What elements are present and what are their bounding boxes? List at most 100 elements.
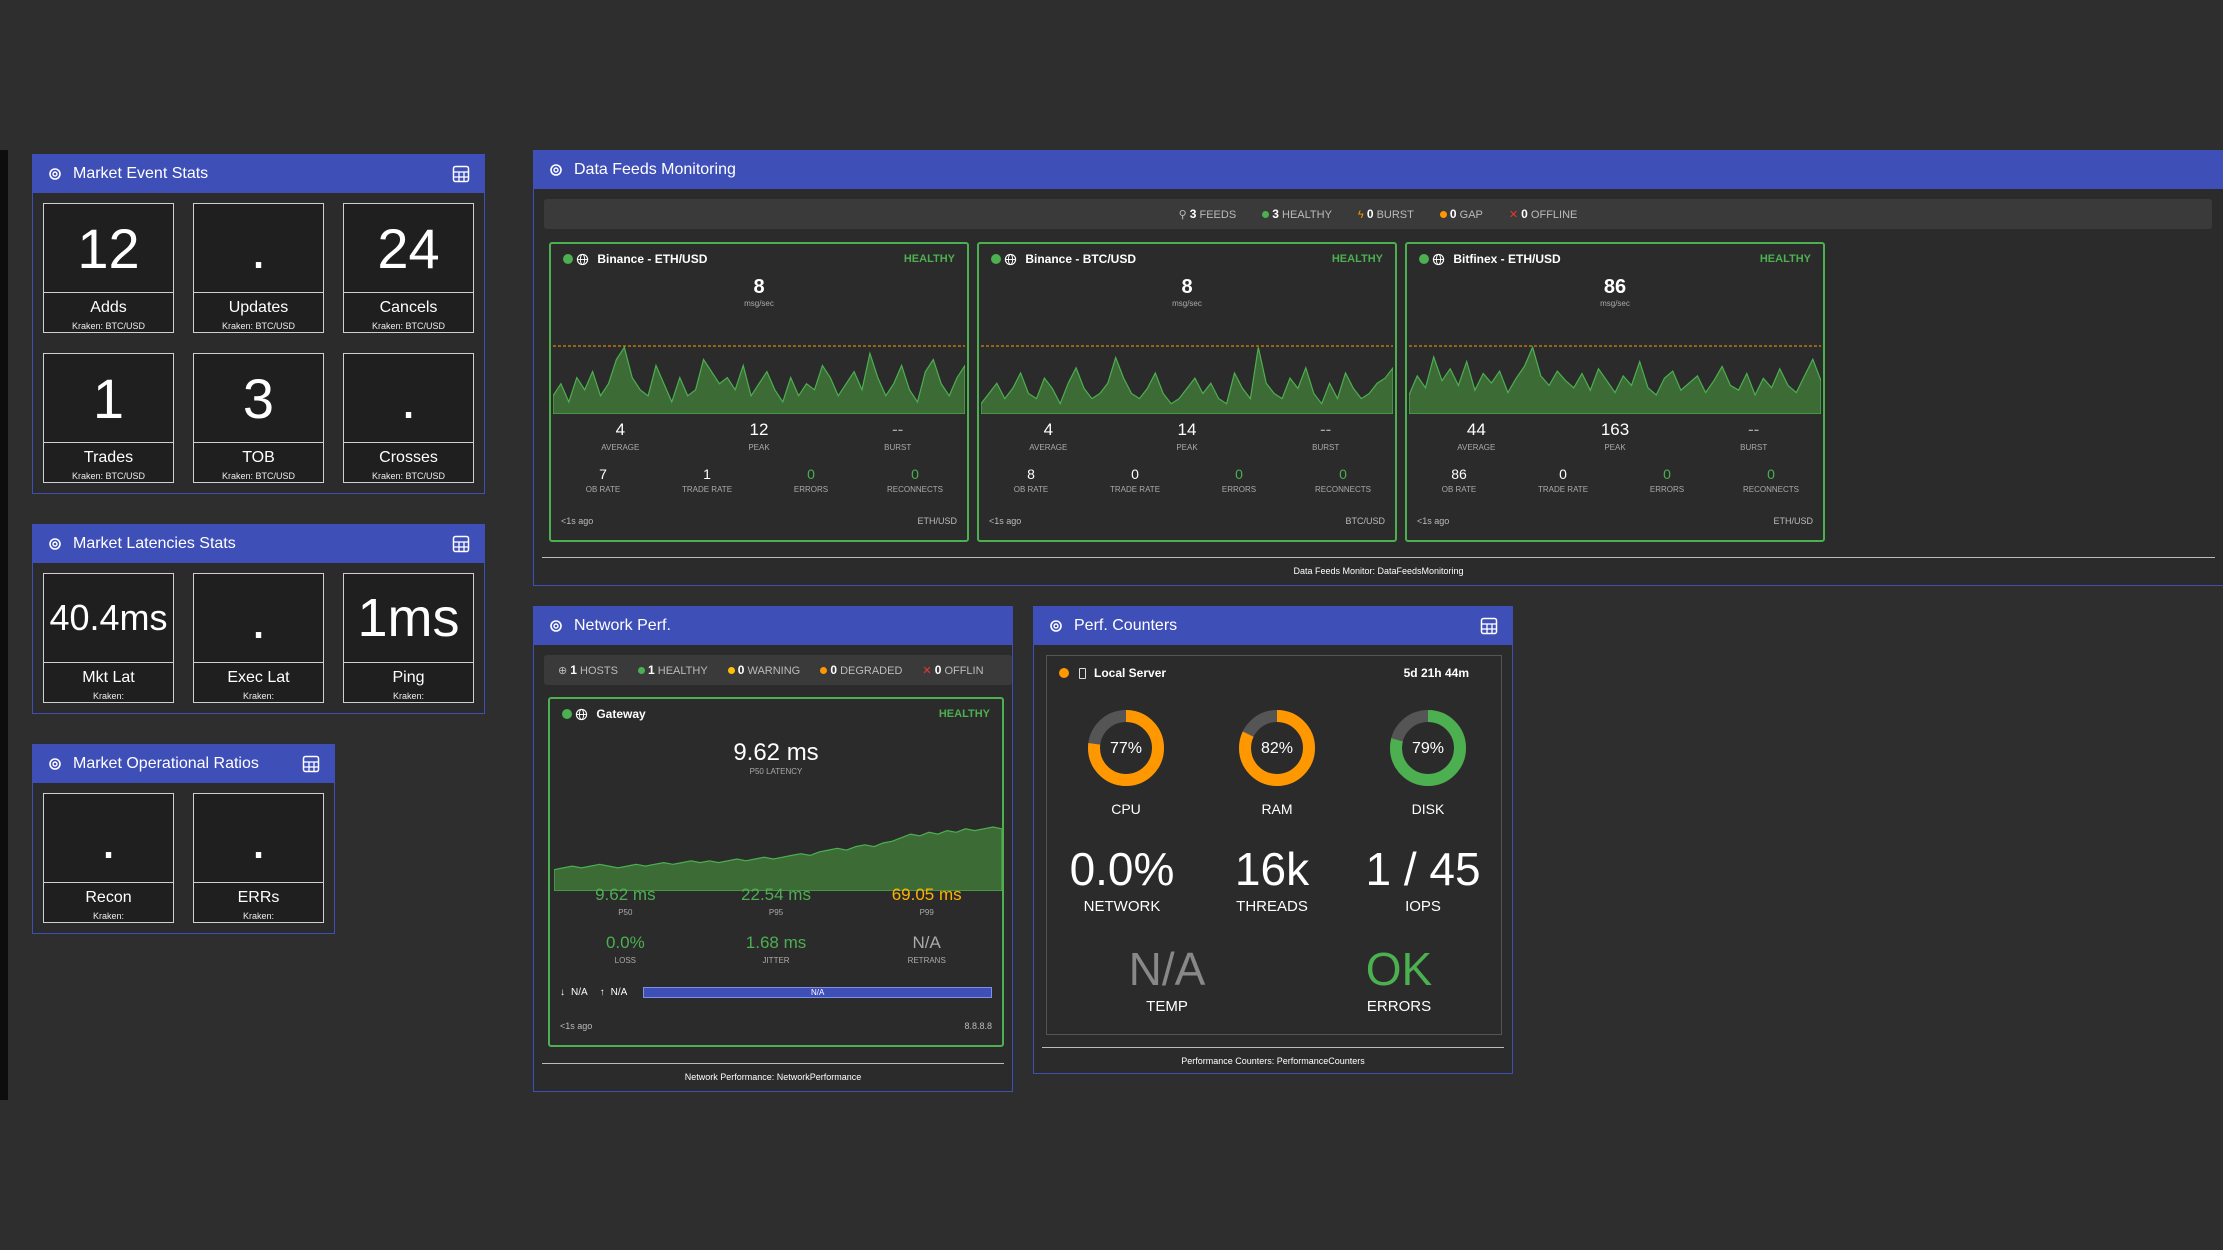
- server-icon: [1079, 667, 1086, 679]
- left-edge-bar: [0, 150, 8, 1100]
- loss-value: 0.0%: [605, 933, 645, 952]
- stat-value: 24: [377, 216, 440, 280]
- gap-count: 0 GAP: [1439, 207, 1483, 221]
- table-view-icon[interactable]: [1480, 617, 1498, 635]
- stat-label: Crosses: [379, 449, 438, 466]
- burst-value: --: [1748, 420, 1760, 439]
- throughput-bar-label: N/A: [811, 988, 825, 997]
- feed-rate-chart: [1409, 345, 1821, 414]
- host-footer: <1s ago 8.8.8.8: [560, 1021, 992, 1031]
- feed-rate: 8: [1181, 276, 1193, 298]
- gear-icon[interactable]: [47, 536, 63, 552]
- feed-card-1[interactable]: Binance - BTC/USD HEALTHY 8 msg/sec 4 AVER…: [977, 242, 1397, 542]
- gear-icon[interactable]: [548, 162, 564, 178]
- stat-tile-exec-lat[interactable]: . Exec Lat Kraken:: [193, 573, 324, 703]
- donut-fill: [1088, 710, 1164, 786]
- stat-value: 40.4ms: [49, 597, 168, 638]
- stat-tile-recon[interactable]: . Recon Kraken:: [43, 793, 174, 923]
- server-card[interactable]: Local Server 5d 21h 44m 77% CPU 82% RAM …: [1046, 655, 1502, 1035]
- ob-rate-value: 86: [1451, 466, 1467, 482]
- burst-value: --: [892, 420, 904, 439]
- feed-rate: 86: [1603, 276, 1627, 298]
- stat-source: Kraken:: [242, 911, 275, 921]
- jitter-label: JITTER: [762, 956, 790, 965]
- download-value: N/A: [571, 987, 588, 998]
- gear-icon[interactable]: [548, 618, 564, 634]
- p50-value: 9.62 ms: [595, 885, 656, 904]
- stat-tile-adds[interactable]: 12 Adds Kraken: BTC/USD: [43, 203, 174, 333]
- trade-rate-value: 0: [1131, 466, 1139, 482]
- panel-footer: Data Feeds Monitor: DataFeedsMonitoring: [542, 557, 2215, 576]
- cpu-label: CPU: [1111, 801, 1141, 817]
- errors-label: ERRORS: [793, 485, 829, 494]
- table-view-icon[interactable]: [452, 535, 470, 553]
- panel-title: Market Operational Ratios: [73, 755, 259, 772]
- panel-header: Data Feeds Monitoring: [534, 151, 2223, 189]
- throughput-bar: N/A: [643, 987, 992, 998]
- feed-pair: ETH/USD: [1773, 516, 1813, 526]
- status-dot-icon: [562, 709, 572, 719]
- iops-metric: 1 / 45 IOPS: [1343, 842, 1503, 915]
- globe-icon: [576, 708, 588, 720]
- upload-value: N/A: [610, 987, 628, 998]
- offline-count: ✕ 0 OFFLINE: [1508, 207, 1578, 221]
- feeds-summary-bar: ⚲ 3 FEEDS 3 HEALTHY ϟ 0 BURST 0 GAP ✕ 0 …: [544, 199, 2212, 229]
- peak-value: 12: [749, 420, 769, 439]
- average-value: 44: [1466, 420, 1486, 439]
- errors-metric: OK ERRORS: [1319, 942, 1479, 1015]
- feed-card-2[interactable]: Bitfinex - ETH/USD HEALTHY 86 msg/sec 44 A…: [1405, 242, 1825, 542]
- gear-icon[interactable]: [1048, 618, 1064, 634]
- stat-label: Ping: [392, 669, 425, 686]
- gear-icon[interactable]: [47, 166, 63, 182]
- gear-icon[interactable]: [47, 756, 63, 772]
- panel-title: Market Event Stats: [73, 165, 209, 182]
- throughput-row: ↓ N/A ↑ N/A N/A: [560, 987, 992, 998]
- warning-count: 0 WARNING: [727, 663, 800, 677]
- table-view-icon[interactable]: [302, 755, 320, 773]
- stat-source: Kraken: BTC/USD: [71, 321, 146, 331]
- panel-header: Perf. Counters: [1034, 607, 1512, 645]
- arrow-down-icon: ↓: [560, 987, 565, 998]
- average-value: 4: [1043, 420, 1054, 439]
- stat-tile-errs[interactable]: . ERRs Kraken:: [193, 793, 324, 923]
- stat-value: 12: [77, 216, 140, 280]
- network-label: NETWORK: [1083, 898, 1161, 915]
- retrans-label: RETRANS: [907, 956, 946, 965]
- arrow-up-icon: ↑: [599, 987, 605, 998]
- stat-label: Recon: [85, 889, 132, 906]
- threads-metric: 16k THREADS: [1197, 842, 1347, 915]
- stat-tile-crosses[interactable]: . Crosses Kraken: BTC/USD: [343, 353, 474, 483]
- errors-value: 0: [807, 466, 815, 482]
- average-label: AVERAGE: [601, 443, 640, 452]
- stat-value: .: [100, 806, 117, 870]
- chart-area: [553, 345, 965, 414]
- market-event-stats-panel: Market Event Stats 12 Adds Kraken: BTC/U…: [32, 154, 485, 494]
- stat-tile-ping[interactable]: 1ms Ping Kraken:: [343, 573, 474, 703]
- stat-label: Updates: [228, 299, 289, 316]
- stat-tile-cancels[interactable]: 24 Cancels Kraken: BTC/USD: [343, 203, 474, 333]
- stat-label: ERRs: [237, 889, 280, 906]
- stat-tile-mkt-lat[interactable]: 40.4ms Mkt Lat Kraken:: [43, 573, 174, 703]
- feed-card-0[interactable]: Binance - ETH/USD HEALTHY 8 msg/sec 4 AVER…: [549, 242, 969, 542]
- stat-tile-tob[interactable]: 3 TOB Kraken: BTC/USD: [193, 353, 324, 483]
- stat-label: Adds: [90, 299, 127, 316]
- offline-count: ✕ 0 OFFLIN: [922, 663, 984, 677]
- peak-value: 163: [1600, 420, 1630, 439]
- donut-percent: 79%: [1412, 740, 1444, 757]
- reconnects-value: 0: [911, 466, 919, 482]
- errors-label: ERRORS: [1366, 998, 1432, 1015]
- host-card-gateway[interactable]: Gateway HEALTHY 9.62 ms P50 LATENCY 9.62…: [548, 697, 1004, 1047]
- stat-tile-updates[interactable]: . Updates Kraken: BTC/USD: [193, 203, 324, 333]
- burst-value: --: [1320, 420, 1332, 439]
- table-view-icon[interactable]: [452, 165, 470, 183]
- stat-tile-trades[interactable]: 1 Trades Kraken: BTC/USD: [43, 353, 174, 483]
- p95-label: P95: [768, 908, 784, 917]
- feed-footer: <1s ago ETH/USD: [561, 516, 957, 526]
- stat-value: .: [250, 806, 267, 870]
- jitter-value: 1.68 ms: [745, 933, 807, 952]
- chart-area: [1409, 345, 1821, 414]
- status-dot-icon: [563, 254, 573, 264]
- errors-value: 0: [1235, 466, 1243, 482]
- errors-value: OK: [1365, 943, 1433, 995]
- feed-header: Binance - ETH/USD HEALTHY: [551, 244, 967, 274]
